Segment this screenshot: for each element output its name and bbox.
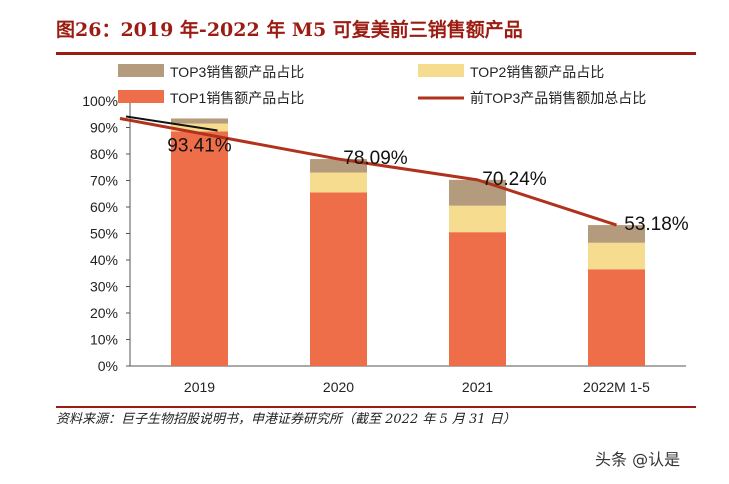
y-tick-label: 90% — [90, 120, 118, 136]
line-data-label: 93.41% — [167, 135, 232, 156]
source-divider — [56, 406, 696, 408]
x-tick-label: 2019 — [184, 379, 215, 395]
x-tick-label: 2022M 1-5 — [583, 379, 650, 395]
y-tick-label: 80% — [90, 146, 118, 162]
total-share-line — [119, 116, 617, 227]
watermark: 头条 @认是 — [595, 450, 681, 469]
bar-segment-top1-1 — [310, 192, 367, 366]
legend: TOP3销售额产品占比 TOP2销售额产品占比 TOP1销售额产品占比 前TOP3产品… — [118, 64, 646, 106]
legend-label: TOP1销售额产品占比 — [170, 90, 304, 106]
legend-swatch — [418, 64, 464, 77]
line-data-label: 53.18% — [624, 214, 689, 235]
total-line-series — [119, 115, 617, 227]
bar-segment-top3-2 — [449, 179, 506, 206]
bar-segment-top2-2 — [449, 205, 506, 233]
y-tick-label: 60% — [90, 199, 118, 215]
legend-label: TOP2销售额产品占比 — [470, 64, 604, 80]
y-tick-label: 10% — [90, 332, 118, 348]
y-tick-label: 100% — [82, 93, 118, 109]
source-note: 资料来源：巨子生物招股说明书，申港证券研究所（截至 2022 年 5 月 31 … — [56, 412, 516, 427]
legend-swatch — [118, 64, 164, 77]
title-divider — [56, 52, 696, 55]
bar-segment-top1-0 — [171, 131, 228, 366]
line-data-label: 78.09% — [343, 148, 408, 169]
bar-segment-top3-3 — [588, 225, 645, 243]
bar-segment-top2-1 — [310, 172, 367, 193]
y-tick-label: 20% — [90, 305, 118, 321]
data-labels: 93.41% 78.09% 70.24% 53.18% — [167, 135, 689, 235]
bar-segment-top1-3 — [588, 269, 645, 366]
x-tick-label: 2021 — [462, 379, 493, 395]
legend-label: TOP3销售额产品占比 — [170, 64, 304, 80]
legend-swatch — [118, 90, 164, 103]
y-tick-label: 40% — [90, 252, 118, 268]
line-data-label: 70.24% — [482, 169, 547, 190]
y-tick-label: 70% — [90, 173, 118, 189]
legend-label: 前TOP3产品销售额加总占比 — [470, 90, 646, 106]
leader-line — [125, 115, 218, 132]
bar-segment-top1-2 — [449, 232, 506, 366]
x-tick-label: 2020 — [323, 379, 354, 395]
y-tick-label: 30% — [90, 279, 118, 295]
y-tick-label: 0% — [98, 358, 118, 374]
bar-segment-top2-3 — [588, 242, 645, 270]
bar-segment-top3-0 — [171, 118, 228, 124]
bars — [171, 118, 645, 366]
y-tick-label: 50% — [90, 226, 118, 242]
axis-ticks: 0% 10% 20% 30% 40% 50% 60% 70% 80% 90% 100% 2019 202… — [82, 93, 650, 395]
chart-title: 图26：2019 年-2022 年 M5 可复美前三销售额产品 — [56, 19, 523, 41]
